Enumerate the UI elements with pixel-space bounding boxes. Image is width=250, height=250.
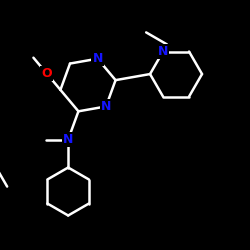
Text: O: O: [41, 66, 51, 80]
Text: N: N: [63, 133, 73, 146]
Text: N: N: [158, 45, 168, 58]
Text: N: N: [92, 52, 103, 65]
Text: N: N: [101, 100, 111, 113]
